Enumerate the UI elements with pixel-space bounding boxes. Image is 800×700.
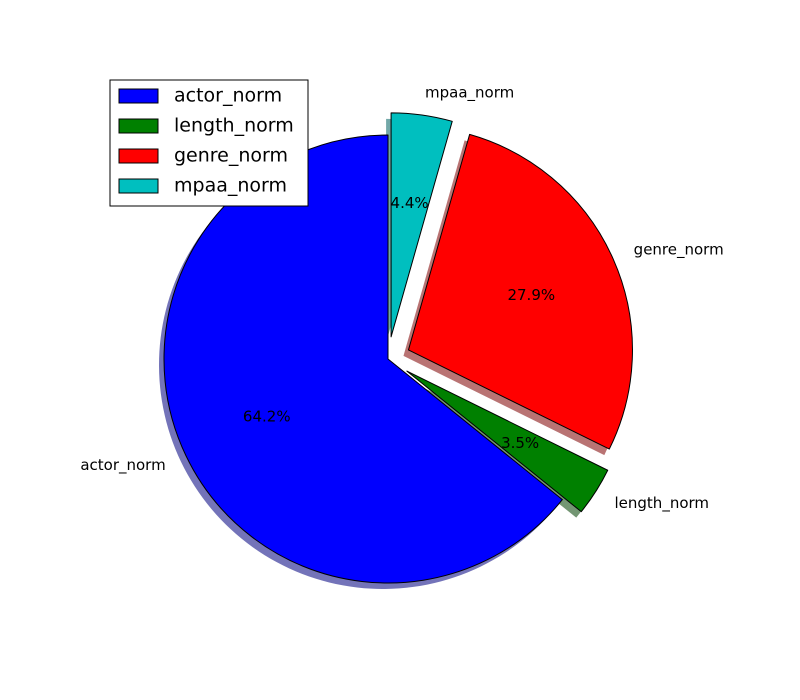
legend-label-actor-norm: actor_norm — [174, 85, 282, 107]
pct-label-length-norm: 3.5% — [501, 434, 539, 452]
legend: actor_norm length_norm genre_norm mpaa_norm — [109, 79, 309, 207]
legend-swatch-genre-norm — [118, 148, 159, 164]
slice-label-mpaa-norm: mpaa_norm — [425, 83, 514, 102]
legend-swatch-length-norm — [118, 118, 159, 134]
legend-label-genre-norm: genre_norm — [174, 145, 288, 167]
slice-labels: actor_norm 64.2% length_norm 3.5% genre_norm… — [80, 83, 723, 513]
slice-genre-norm — [407, 133, 633, 450]
legend-label-length-norm: length_norm — [174, 115, 294, 137]
slice-mpaa-norm — [390, 112, 453, 338]
slice-label-genre-norm: genre_norm — [634, 240, 724, 259]
legend-label-mpaa-norm: mpaa_norm — [174, 175, 287, 197]
legend-swatch-actor-norm — [118, 88, 159, 104]
slice-label-length-norm: length_norm — [615, 494, 710, 513]
legend-swatch-mpaa-norm — [118, 178, 159, 194]
slice-length-norm — [406, 370, 609, 513]
pie-slices — [163, 112, 633, 584]
slice-label-actor-norm: actor_norm — [80, 456, 165, 475]
pct-label-genre-norm: 27.9% — [507, 286, 555, 304]
pct-label-mpaa-norm: 4.4% — [391, 194, 429, 212]
pct-label-actor-norm: 64.2% — [243, 407, 291, 425]
